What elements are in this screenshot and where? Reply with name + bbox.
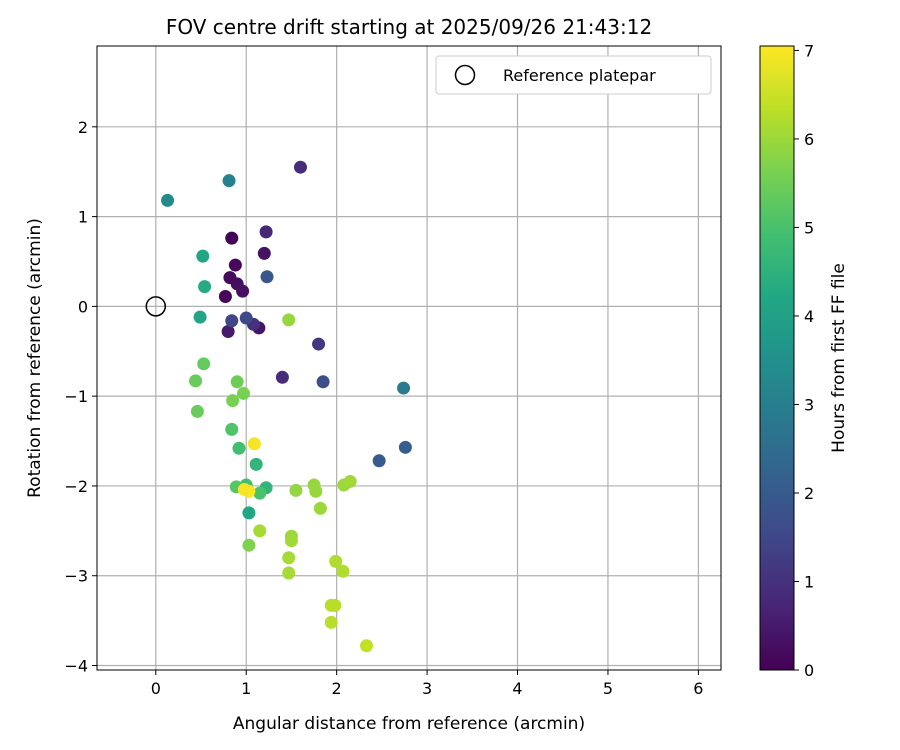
data-point <box>242 538 256 552</box>
data-point <box>398 440 412 454</box>
legend-label-reference: Reference platepar <box>503 66 656 85</box>
data-point <box>196 249 210 263</box>
data-point <box>222 174 236 188</box>
y-tick-label: 2 <box>78 118 88 137</box>
reference-marker-layer <box>145 296 167 317</box>
data-point <box>221 325 235 339</box>
x-tick-label: 2 <box>332 679 342 698</box>
colorbar-bar <box>759 45 795 671</box>
colorbar-tick-label: 4 <box>804 307 814 326</box>
data-point <box>282 313 296 327</box>
y-tick-label: 0 <box>78 297 88 316</box>
data-point <box>257 246 271 260</box>
data-point <box>225 231 239 245</box>
data-point <box>259 225 273 239</box>
y-axis-ticks: −4 −3 −2 −1 0 1 2 <box>64 118 97 676</box>
colorbar-tick-label: 0 <box>804 661 814 680</box>
data-point <box>193 310 207 324</box>
legend-box <box>435 55 712 95</box>
data-point <box>226 394 240 408</box>
y-tick-label: −4 <box>64 657 88 676</box>
data-point <box>316 375 330 389</box>
data-point <box>284 534 298 548</box>
data-point <box>309 484 323 498</box>
colorbar-tick-label: 6 <box>804 130 814 149</box>
data-point <box>312 337 326 351</box>
data-point <box>237 386 251 400</box>
data-point <box>336 564 350 578</box>
data-point <box>275 370 289 384</box>
x-tick-label: 6 <box>693 679 703 698</box>
data-point <box>397 381 411 395</box>
legend: Reference platepar <box>435 55 712 95</box>
data-point <box>324 615 338 629</box>
data-point <box>359 639 373 653</box>
y-tick-label: −3 <box>64 567 88 586</box>
x-tick-label: 3 <box>422 679 432 698</box>
data-point <box>329 554 343 568</box>
data-point <box>293 160 307 174</box>
y-tick-label: −2 <box>64 477 88 496</box>
legend-reference-marker <box>454 64 476 86</box>
y-axis-label: Rotation from reference (arcmin) <box>25 218 45 498</box>
x-tick-label: 0 <box>151 679 161 698</box>
x-tick-label: 4 <box>512 679 522 698</box>
data-point <box>228 258 242 272</box>
data-point <box>282 566 296 580</box>
colorbar-tick-label: 7 <box>804 41 814 60</box>
x-tick-label: 5 <box>603 679 613 698</box>
data-point <box>372 454 386 468</box>
data-point <box>225 422 239 436</box>
data-point <box>218 289 232 303</box>
data-point <box>161 193 175 207</box>
data-point <box>247 437 261 451</box>
data-point <box>313 501 327 515</box>
data-point <box>232 441 246 455</box>
data-point <box>242 484 256 498</box>
data-point <box>289 483 303 497</box>
data-point <box>198 280 212 294</box>
chart-title: FOV centre drift starting at 2025/09/26 … <box>166 15 652 39</box>
data-point <box>249 457 263 471</box>
data-point <box>230 375 244 389</box>
grid-lines <box>97 46 721 670</box>
data-points <box>161 160 412 653</box>
y-tick-label: −1 <box>64 387 88 406</box>
data-point <box>260 270 274 284</box>
y-tick-label: 1 <box>78 208 88 227</box>
data-point <box>197 357 211 371</box>
data-point <box>282 551 296 565</box>
data-point <box>236 284 250 298</box>
colorbar-tick-label: 5 <box>804 218 814 237</box>
data-point <box>343 474 357 488</box>
data-point <box>189 374 203 388</box>
data-point <box>253 486 267 500</box>
data-point <box>253 524 267 538</box>
colorbar-tick-label: 2 <box>804 484 814 503</box>
data-point <box>225 314 239 328</box>
data-point <box>242 506 256 520</box>
x-axis-ticks: 0 1 2 3 4 5 6 <box>151 670 703 698</box>
plot-area-frame <box>96 45 722 671</box>
reference-platepar-marker <box>145 296 167 317</box>
x-tick-label: 1 <box>241 679 251 698</box>
data-point <box>328 598 342 612</box>
data-point <box>239 311 253 325</box>
colorbar-tick-label: 3 <box>804 395 814 414</box>
colorbar-tick-label: 1 <box>804 572 814 591</box>
colorbar-ticks: 0 1 2 3 4 5 6 7 <box>794 41 814 680</box>
colorbar-label: Hours from first FF file <box>829 263 849 453</box>
data-point <box>190 404 204 418</box>
x-axis-label: Angular distance from reference (arcmin) <box>233 714 585 734</box>
